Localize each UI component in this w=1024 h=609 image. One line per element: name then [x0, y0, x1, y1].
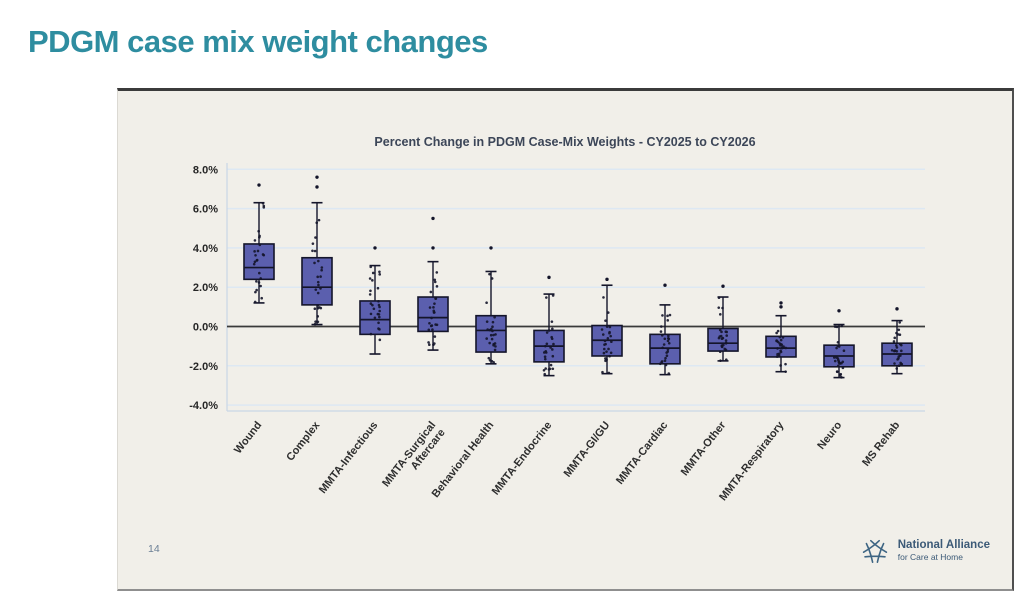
box-group-mmta-cardiac — [649, 283, 681, 376]
jitter-points — [600, 296, 613, 375]
y-tick-label: -4.0% — [189, 400, 218, 412]
y-tick-label: 2.0% — [193, 282, 218, 294]
x-category-label-complex: Complex — [284, 419, 323, 464]
jitter-points — [832, 324, 846, 379]
x-category-label-mmta-respiratory: MMTA-Respiratory — [717, 419, 787, 503]
axes-spines — [226, 163, 925, 412]
iqr-box — [765, 335, 797, 358]
box-group-mmta-surgical-aftercare — [417, 216, 449, 351]
page-number: 14 — [148, 543, 160, 555]
outlier-point — [489, 246, 493, 250]
outlier-point — [895, 307, 899, 311]
page-title: PDGM case mix weight changes — [28, 24, 488, 59]
boxplot-chart: 8.0% 6.0% 4.0% 2.0% 0.0% -2.0% -4.0% Wound Compl… — [189, 163, 925, 503]
gridlines — [227, 168, 925, 406]
outlier-point — [257, 183, 261, 187]
logo-text: National Alliance for Care at Home — [898, 539, 990, 562]
x-category-label-mmta-endocrine: MMTA-Endocrine — [490, 419, 555, 497]
outlier-point — [779, 301, 783, 305]
box-group-mmta-endocrine — [533, 275, 565, 377]
jitter-points — [252, 201, 266, 304]
outlier-point — [721, 284, 725, 288]
y-tick-label: 0.0% — [193, 322, 218, 334]
y-tick-label: 6.0% — [193, 204, 218, 216]
x-category-label-neuro: Neuro — [815, 419, 844, 452]
outlier-point — [663, 283, 667, 287]
x-category-label-mmta-cardiac: MMTA-Cardiac — [614, 419, 670, 486]
outlier-point — [547, 275, 551, 280]
outlier-point — [605, 277, 609, 282]
box-group-mmta-gi-gu — [591, 277, 623, 375]
outlier-point — [431, 246, 435, 250]
chart-panel: Percent Change in PDGM Case-Mix Weights … — [117, 88, 1014, 591]
box-group-wound — [243, 183, 275, 304]
jitter-points — [542, 294, 555, 376]
box-group-mmta-infectious — [359, 246, 391, 355]
jitter-points — [485, 272, 497, 364]
alliance-star-icon — [862, 539, 887, 563]
box-group-ms-rehab — [881, 307, 913, 375]
box-group-mmta-respiratory — [765, 301, 797, 373]
outlier-point — [837, 309, 841, 313]
jitter-points — [427, 271, 439, 347]
jitter-points — [311, 218, 324, 326]
logo-name: National Alliance — [897, 539, 990, 552]
y-tick-label: -2.0% — [189, 361, 218, 373]
x-category-label-mmta-gi-gu: MMTA-GI/GU — [562, 419, 613, 479]
iqr-box — [417, 296, 449, 333]
box-group-complex — [301, 175, 333, 326]
box-group-behavioral-health — [475, 246, 507, 365]
jitter-points — [717, 296, 729, 362]
jitter-points — [658, 313, 672, 375]
y-tick-label: 4.0% — [193, 243, 218, 255]
box-group-neuro — [823, 309, 855, 379]
iqr-box — [475, 314, 507, 353]
outlier-point — [373, 246, 377, 250]
outlier-point — [431, 216, 435, 221]
x-category-label-wound: Wound — [232, 419, 264, 456]
y-axis-labels: 8.0% 6.0% 4.0% 2.0% 0.0% -2.0% -4.0% — [189, 164, 218, 412]
jitter-points — [368, 265, 382, 342]
logo: National Alliance for Care at Home — [859, 534, 990, 567]
iqr-box — [707, 327, 739, 352]
iqr-box — [301, 256, 333, 306]
outlier-point — [315, 175, 319, 179]
chart-title: Percent Change in PDGM Case-Mix Weights … — [374, 135, 756, 149]
x-category-label-mmta-infectious: MMTA-Infectious — [317, 419, 381, 496]
y-tick-label: 8.0% — [193, 164, 218, 176]
x-category-label-ms-rehab: MS Rehab — [860, 419, 902, 469]
logo-tagline: for Care at Home — [897, 551, 963, 562]
x-category-label-mmta-other: MMTA-Other — [679, 419, 729, 478]
outlier-point — [779, 305, 783, 309]
jitter-points — [890, 321, 904, 370]
jitter-points — [775, 329, 788, 373]
outlier-point — [315, 185, 319, 189]
box-group-mmta-other — [707, 284, 739, 362]
